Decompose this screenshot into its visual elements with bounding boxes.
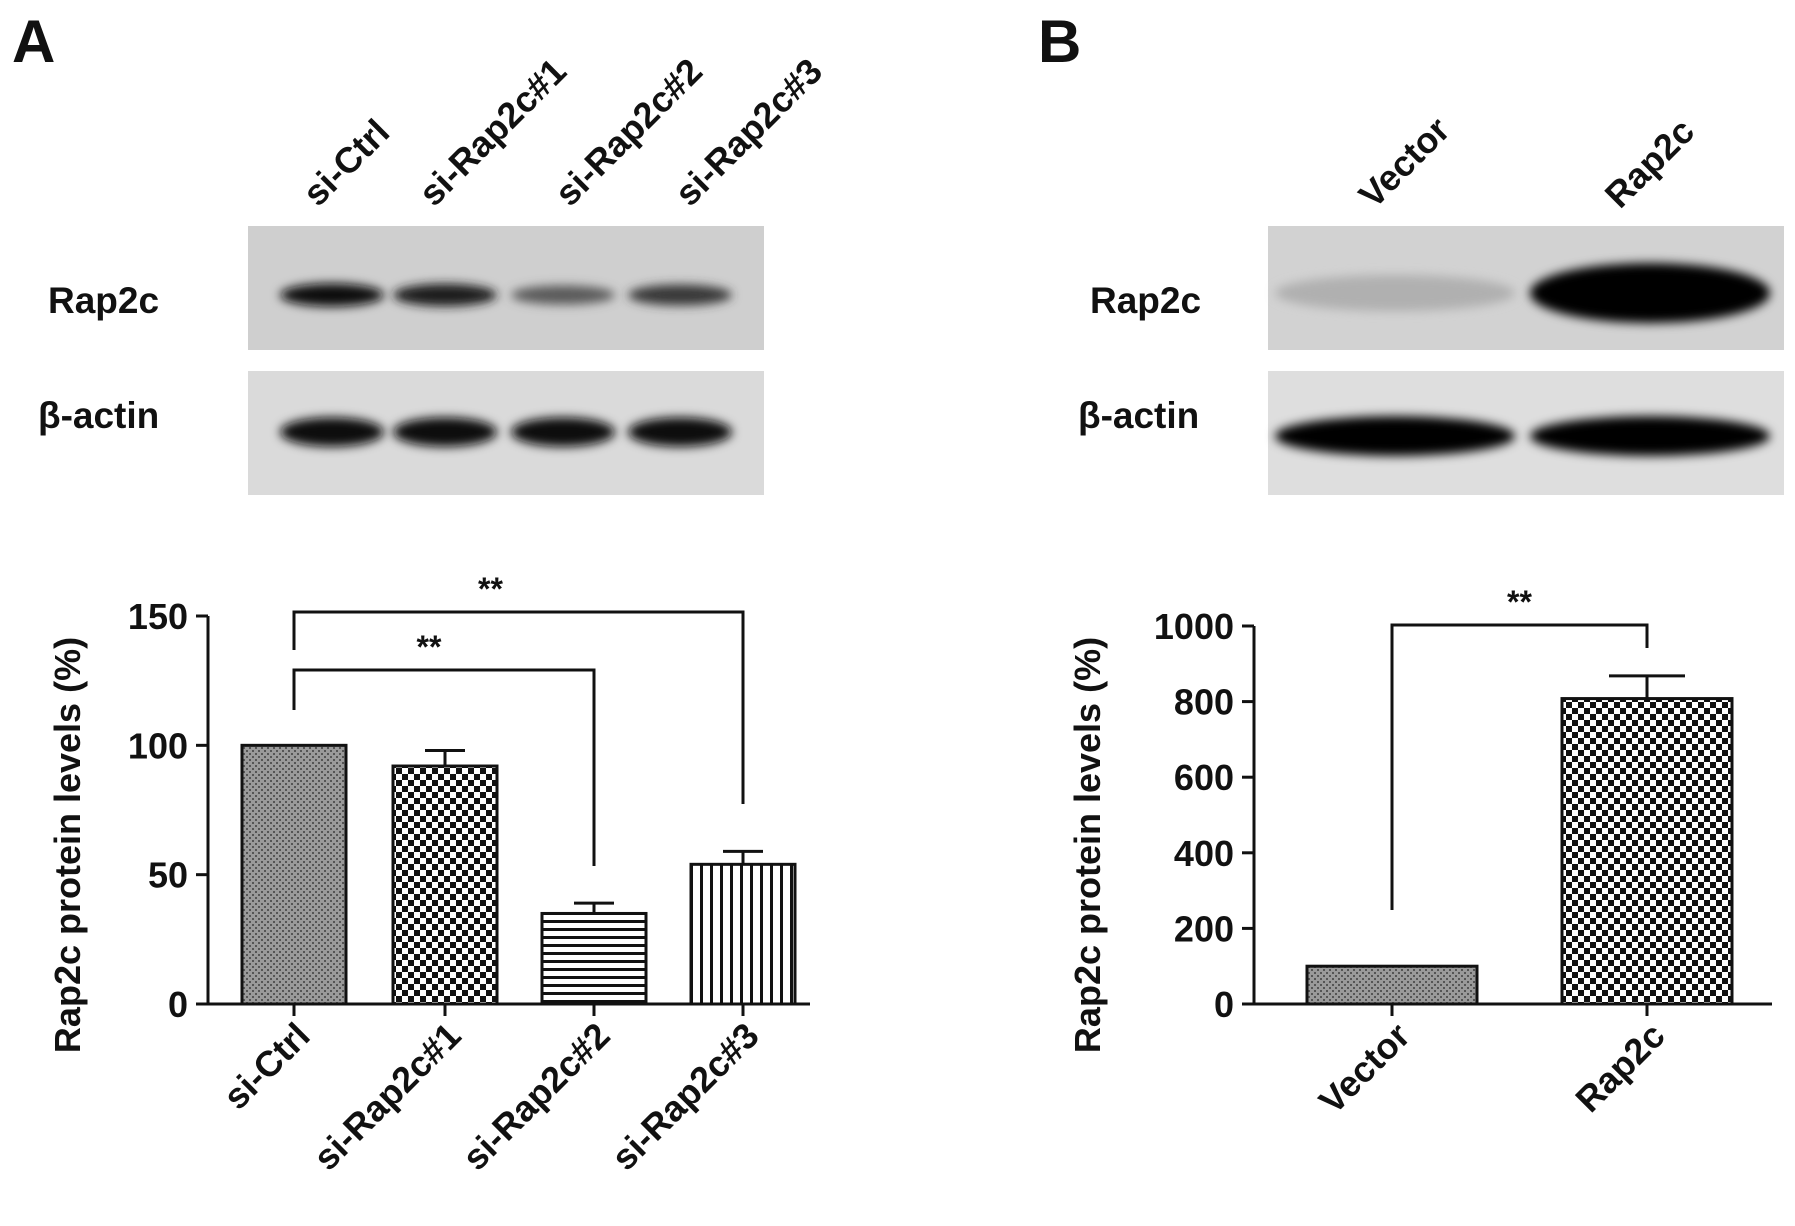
blot-b-row-label-actin: β-actin	[1078, 395, 1199, 436]
x-tick-label: si-Rap2c#3	[603, 1015, 766, 1178]
blot-band	[393, 283, 497, 307]
significance-bracket	[292, 668, 596, 866]
blot-band	[628, 284, 732, 306]
blot-a-lane-label: si-Rap2c#1	[411, 50, 574, 213]
blot-a: Rap2c β-actin	[38, 226, 764, 495]
blot-band	[628, 417, 732, 447]
y-tick-label: 400	[1174, 833, 1234, 874]
blot-b: Rap2c β-actin	[1078, 226, 1784, 495]
y-tick-label: 1000	[1154, 606, 1234, 647]
x-tick-label: Vector	[1311, 1015, 1418, 1122]
bar	[540, 911, 648, 1006]
blot-band	[1530, 416, 1770, 456]
blot-a-row-label-rap2c: Rap2c	[48, 280, 159, 321]
x-tick-label: Rap2c	[1567, 1015, 1672, 1120]
bar	[240, 743, 348, 1006]
y-tick-label: 800	[1174, 682, 1234, 723]
blot-band	[280, 417, 384, 447]
y-tick-label: 0	[168, 984, 188, 1025]
blot-band	[1530, 263, 1770, 323]
significance-label: **	[417, 629, 442, 665]
panel-letter-b: B	[1038, 8, 1081, 75]
y-tick-label: 600	[1174, 757, 1234, 798]
y-tick-label: 50	[148, 855, 188, 896]
y-tick-label: 150	[128, 596, 188, 637]
blot-b-lane-label: Rap2c	[1597, 110, 1702, 215]
blot-a-lane-labels: si-Ctrl si-Rap2c#1 si-Rap2c#2 si-Rap2c#3	[295, 50, 830, 213]
bar-chart-a: 0 50 100 150 si-Ctrlsi-Rap2c#1si-Rap2c#2si-R…	[128, 571, 810, 1178]
significance-label: **	[1507, 584, 1532, 620]
bar-chart-b: 0 200 400 600 800 1000 Vector Rap2c **	[1154, 584, 1772, 1121]
x-tick-label: si-Rap2c#2	[454, 1015, 617, 1178]
x-tick-label: si-Rap2c#1	[305, 1015, 468, 1178]
blot-band	[393, 417, 497, 447]
blot-band	[1275, 416, 1515, 456]
x-tick-label: si-Ctrl	[215, 1015, 318, 1118]
significance-bracket	[1390, 623, 1649, 910]
blot-band	[280, 283, 384, 307]
blot-b-row-label-rap2c: Rap2c	[1090, 280, 1201, 321]
blot-band	[1275, 274, 1515, 312]
y-tick-label: 0	[1214, 984, 1234, 1025]
blot-b-lane-label: Vector	[1351, 109, 1458, 216]
chart-a-y-axis-title: Rap2c protein levels (%)	[47, 637, 88, 1053]
significance-bracket	[292, 610, 745, 804]
chart-b-y-axis-title: Rap2c protein levels (%)	[1067, 637, 1108, 1053]
blot-band	[511, 285, 615, 305]
blot-a-row-label-actin: β-actin	[38, 395, 159, 436]
panel-letter-a: A	[12, 8, 55, 75]
bar	[1305, 964, 1479, 1006]
blot-b-lane-labels: Vector Rap2c	[1351, 109, 1702, 216]
blot-band	[511, 417, 615, 447]
bar	[689, 862, 797, 1006]
blot-a-lane-label: si-Ctrl	[295, 111, 398, 214]
significance-label: **	[478, 571, 503, 607]
y-tick-label: 200	[1174, 908, 1234, 949]
y-tick-label: 100	[128, 725, 188, 766]
bar	[391, 764, 499, 1006]
bar	[1560, 697, 1734, 1006]
